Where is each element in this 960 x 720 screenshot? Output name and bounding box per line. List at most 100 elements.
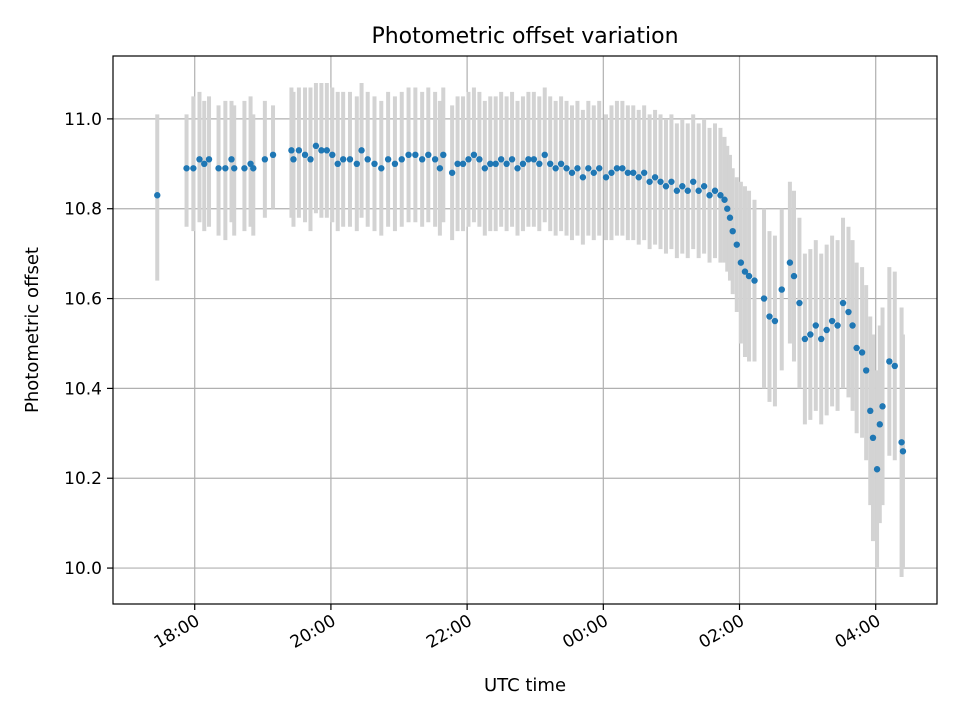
data-point	[487, 160, 494, 168]
data-point	[579, 174, 587, 181]
data-point	[334, 160, 341, 168]
data-point	[183, 165, 190, 172]
plot-frame	[112, 55, 938, 605]
data-point	[818, 335, 825, 343]
data-point	[867, 407, 874, 415]
data-point	[899, 448, 907, 455]
data-point	[849, 322, 856, 329]
data-point	[269, 151, 277, 159]
x-tick-label: 00:00	[559, 611, 611, 653]
data-point	[733, 241, 740, 248]
data-point	[541, 151, 548, 159]
data-point	[568, 169, 576, 176]
data-point	[371, 160, 378, 168]
data-point	[440, 151, 447, 159]
data-point	[790, 272, 798, 280]
data-point	[205, 156, 213, 163]
data-point	[839, 299, 847, 307]
data-point	[766, 313, 773, 320]
data-point	[339, 156, 347, 163]
y-tick-label: 10.8	[64, 200, 102, 220]
data-point	[391, 160, 399, 168]
data-point	[873, 466, 881, 473]
data-point	[557, 160, 565, 168]
y-axis-label: Photometric offset	[22, 247, 43, 413]
data-point	[436, 165, 444, 172]
data-point	[651, 174, 659, 181]
data-point	[574, 165, 581, 172]
data-point	[726, 214, 734, 221]
data-point	[405, 151, 412, 159]
x-tick-label: 04:00	[832, 611, 884, 653]
data-point	[751, 277, 758, 284]
data-point	[771, 317, 779, 325]
data-point	[690, 178, 697, 185]
data-point	[398, 156, 405, 163]
data-point	[307, 156, 314, 163]
data-point	[241, 165, 248, 172]
data-point	[823, 326, 830, 334]
data-point	[760, 295, 768, 302]
data-point	[869, 434, 877, 442]
data-point	[431, 156, 439, 163]
x-tick-label: 02:00	[696, 611, 748, 653]
data-point	[862, 367, 870, 374]
data-point	[454, 160, 461, 168]
data-point	[717, 192, 724, 199]
data-point	[503, 160, 510, 168]
data-point	[706, 192, 713, 199]
chart-title: Photometric offset variation	[371, 24, 678, 49]
data-point	[201, 160, 208, 168]
data-point	[196, 156, 203, 163]
data-point	[222, 165, 229, 172]
y-tick-label: 10.2	[64, 469, 102, 489]
data-point	[358, 147, 365, 154]
data-point	[154, 192, 161, 199]
data-point	[853, 344, 860, 352]
data-point	[190, 165, 197, 172]
data-point	[364, 156, 371, 163]
data-point	[215, 165, 222, 172]
data-point	[465, 156, 472, 163]
data-point	[619, 165, 626, 172]
data-point	[812, 322, 819, 329]
data-point	[737, 259, 745, 266]
data-point	[470, 151, 478, 159]
data-point	[459, 160, 467, 168]
data-point	[448, 169, 456, 176]
data-point	[425, 151, 432, 159]
x-tick-label: 18:00	[151, 611, 203, 653]
point-layer	[154, 142, 907, 473]
data-point	[724, 205, 731, 212]
data-point	[563, 165, 570, 172]
data-point	[858, 349, 866, 356]
x-tick-label: 20:00	[287, 611, 339, 653]
data-point	[412, 151, 419, 159]
data-point	[828, 317, 836, 325]
data-point	[721, 196, 728, 203]
y-tick-label: 10.6	[64, 290, 102, 310]
grid-layer	[113, 56, 937, 604]
data-point	[329, 151, 336, 159]
data-point	[635, 174, 642, 181]
data-point	[608, 169, 615, 176]
data-point	[679, 183, 686, 190]
data-point	[530, 156, 538, 163]
data-point	[497, 156, 505, 163]
data-point	[346, 156, 354, 163]
data-point	[668, 178, 675, 185]
data-point	[729, 227, 736, 235]
data-point	[536, 160, 543, 168]
data-point	[481, 165, 489, 172]
data-point	[312, 142, 320, 150]
data-point	[228, 156, 235, 163]
data-point	[514, 165, 521, 172]
data-point	[745, 272, 753, 280]
data-point	[778, 286, 785, 293]
data-point	[301, 151, 309, 159]
data-point	[640, 169, 648, 176]
data-point	[353, 160, 360, 168]
data-point	[711, 187, 719, 194]
data-point	[673, 187, 681, 194]
